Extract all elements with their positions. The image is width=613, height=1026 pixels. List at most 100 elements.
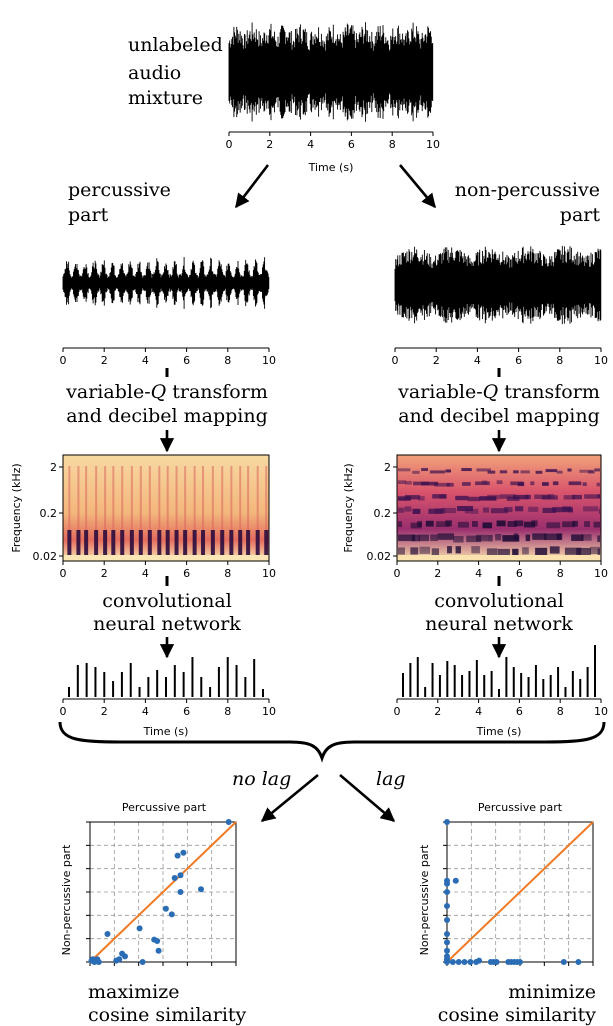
merge-brace	[58, 721, 606, 763]
tick-label: 4	[474, 354, 481, 367]
tick-label: 8	[556, 354, 563, 367]
scatter-point	[444, 959, 450, 965]
mixture-x-ticks: 0 2 4 6 8 10	[226, 132, 440, 151]
identity-line	[89, 821, 237, 963]
scatter-point	[139, 959, 146, 965]
tick-label: 4	[475, 567, 482, 580]
scatter-point	[116, 956, 123, 963]
scatter-point	[177, 872, 184, 879]
tick-label: 4	[142, 567, 149, 580]
mixture-x-label: Time (s)	[308, 161, 354, 174]
scatter-point	[444, 931, 450, 937]
scatter-lag-y-label: Non-percussive part	[418, 844, 431, 955]
percussive-wave-x-ticks: 0 2 4 6 8 10	[60, 348, 276, 367]
right-transform-label-line-1: variable-Q transform	[397, 381, 600, 403]
scatter-lag-title: Percussive part	[478, 801, 563, 814]
right-network-label-line-2: neural network	[425, 613, 573, 635]
scatter-point	[517, 959, 523, 965]
tick-label: 8	[389, 138, 396, 151]
tick-label: 10	[594, 567, 608, 580]
scatter-point	[444, 903, 450, 909]
tick-label: 4	[142, 354, 149, 367]
non-percussive-activations	[402, 645, 596, 697]
percussive-waveform	[62, 257, 270, 309]
scatter-point	[444, 947, 450, 954]
non-percussive-title-line-1: non-percussive	[455, 179, 600, 201]
tick-label: 4	[475, 705, 482, 718]
tick-label: 0	[394, 567, 401, 580]
arrow-to-percussive	[234, 164, 270, 209]
percussive-title-line-2: part	[68, 204, 109, 226]
minimize-caption-line-2: cosine similarity	[438, 1004, 597, 1026]
scatter-point	[493, 959, 500, 965]
mixture-label-line-2: audio	[128, 62, 181, 84]
tick-label: 2	[384, 461, 391, 474]
left-spectrogram-y-label: Frequency (kHz)	[10, 463, 23, 552]
tick-label: 2	[433, 354, 440, 367]
scatter-point	[476, 957, 483, 964]
right-activation-x-label: Time (s)	[476, 725, 522, 738]
plot-frame	[89, 821, 237, 963]
maximize-caption-line-2: cosine similarity	[88, 1004, 247, 1026]
arrow-no-lag	[260, 773, 319, 823]
scatter-point	[198, 886, 204, 893]
percussive-title-line-1: percussive	[68, 179, 171, 201]
scatter-point	[162, 905, 169, 912]
tick-label: 2	[434, 567, 441, 580]
scatter-point	[154, 938, 161, 944]
tick-label: 8	[557, 567, 564, 580]
scatter-point	[177, 889, 184, 895]
scatter-point	[461, 959, 468, 965]
tick-label: 6	[516, 567, 523, 580]
scatter-no-lag	[86, 819, 237, 966]
tick-label: 2	[101, 705, 108, 718]
tick-label: 4	[142, 705, 149, 718]
tick-label: 8	[224, 705, 231, 718]
left-network-label-line-2: neural network	[93, 613, 241, 635]
percussive-spectrogram	[62, 454, 270, 562]
scatter-point	[444, 819, 450, 825]
tick-label: 10	[594, 354, 608, 367]
tick-label: 10	[262, 567, 276, 580]
lag-label: lag	[376, 768, 406, 790]
tick-label: 0.2	[40, 507, 58, 520]
percussive-activations	[68, 657, 264, 697]
tick-label: 6	[183, 705, 190, 718]
scatter-point	[452, 877, 459, 884]
tick-label: 0	[394, 705, 401, 718]
scatter-no-lag-title: Percussive part	[122, 801, 207, 814]
scatter-point	[444, 880, 450, 887]
scatter-point	[444, 889, 450, 895]
tick-label: 0.02	[33, 550, 58, 563]
mixture-label-line-1: unlabeled	[128, 34, 223, 56]
scatter-point	[136, 925, 143, 932]
left-activation-x-label: Time (s)	[143, 725, 189, 738]
tick-label: 0	[60, 705, 67, 718]
tick-label: 8	[224, 567, 231, 580]
non-percussive-title-line-2: part	[560, 204, 601, 226]
scatter-point	[155, 947, 162, 954]
mixture-label-line-3: mixture	[128, 87, 203, 109]
tick-label: 8	[224, 354, 231, 367]
tick-label: 0.2	[374, 507, 392, 520]
tick-label: 2	[101, 567, 108, 580]
activation-x-ticks: 0 2 4 6 8 10 0 2 4 6 8 10	[60, 699, 608, 718]
spectrogram-ticks: 0 2 4 6 8 10 0 2 4 6 8 10 2 0.2 0.02 2 0.2 0.02	[33, 461, 609, 580]
tick-label: 2	[101, 354, 108, 367]
mixture-waveform	[228, 22, 434, 122]
no-lag-label: no lag	[232, 768, 291, 790]
scatter-point	[449, 959, 456, 965]
tick-label: 10	[426, 138, 440, 151]
tick-label: 0	[60, 567, 67, 580]
tick-label: 2	[266, 138, 273, 151]
scatter-point	[455, 959, 462, 965]
tick-label: 6	[183, 567, 190, 580]
tick-label: 8	[557, 705, 564, 718]
scatter-point	[104, 931, 111, 937]
tick-label: 10	[262, 705, 276, 718]
left-transform-label-line-2: and decibel mapping	[66, 405, 268, 427]
arrow-to-non-percussive	[399, 164, 436, 209]
arrow-lag	[339, 774, 396, 822]
tick-label: 6	[183, 354, 190, 367]
